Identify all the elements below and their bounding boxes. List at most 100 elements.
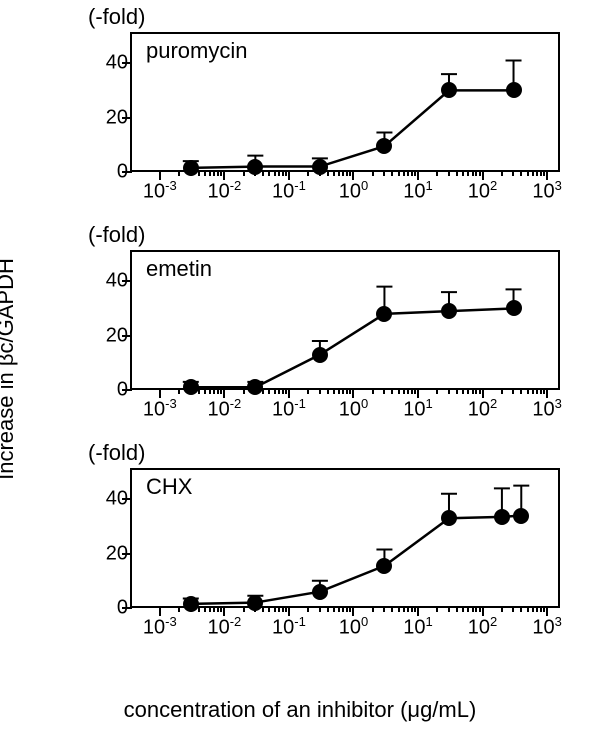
x-tick-minor xyxy=(472,170,474,176)
x-tick-minor xyxy=(285,170,287,176)
x-tick-minor xyxy=(479,170,481,176)
x-tick-minor xyxy=(543,388,545,394)
x-tick-minor xyxy=(349,170,351,176)
series-line xyxy=(132,252,558,388)
x-tick-minor xyxy=(407,388,409,394)
x-tick-minor xyxy=(383,606,385,612)
x-tick-minor xyxy=(383,388,385,394)
x-tick-minor xyxy=(204,170,206,176)
x-tick-minor xyxy=(543,606,545,612)
x-tick-minor xyxy=(543,170,545,176)
x-tick-label: 101 xyxy=(403,396,432,422)
data-point xyxy=(513,508,529,524)
x-tick-label: 100 xyxy=(339,614,368,640)
x-tick-minor xyxy=(414,388,416,394)
x-tick-minor xyxy=(411,388,413,394)
y-tick-label: 40 xyxy=(88,270,128,293)
series-line xyxy=(132,34,558,170)
x-tick-minor xyxy=(448,606,450,612)
x-tick-minor xyxy=(532,606,534,612)
data-point xyxy=(183,160,199,176)
x-tick-minor xyxy=(209,170,211,176)
x-tick-label: 10-3 xyxy=(143,178,177,204)
fold-label: (-fold) xyxy=(88,222,145,248)
y-tick-label: 0 xyxy=(88,379,128,402)
x-tick-minor xyxy=(475,606,477,612)
data-point xyxy=(247,595,263,611)
x-tick-minor xyxy=(462,606,464,612)
x-tick-minor xyxy=(327,170,329,176)
x-tick-minor xyxy=(391,170,393,176)
x-tick-minor xyxy=(501,170,503,176)
x-tick-minor xyxy=(501,606,503,612)
x-tick-minor xyxy=(436,170,438,176)
x-tick-minor xyxy=(479,606,481,612)
x-tick-minor xyxy=(479,388,481,394)
x-tick-minor xyxy=(540,388,542,394)
x-tick-minor xyxy=(282,388,284,394)
x-tick-minor xyxy=(527,606,529,612)
x-tick-minor xyxy=(278,170,280,176)
data-point xyxy=(312,159,328,175)
x-tick-minor xyxy=(527,170,529,176)
x-tick-minor xyxy=(342,388,344,394)
data-point xyxy=(441,303,457,319)
x-tick-label: 10-3 xyxy=(143,614,177,640)
data-point xyxy=(183,379,199,395)
x-tick-label: 103 xyxy=(532,396,561,422)
x-tick-minor xyxy=(372,170,374,176)
x-tick-minor xyxy=(462,170,464,176)
x-tick-minor xyxy=(475,170,477,176)
x-tick-minor xyxy=(243,388,245,394)
x-tick-minor xyxy=(540,606,542,612)
x-tick-minor xyxy=(391,388,393,394)
data-point xyxy=(183,596,199,612)
data-point xyxy=(506,82,522,98)
x-tick-minor xyxy=(411,606,413,612)
x-tick-label: 103 xyxy=(532,178,561,204)
x-tick-minor xyxy=(220,606,222,612)
x-tick-minor xyxy=(540,170,542,176)
y-tick-label: 40 xyxy=(88,52,128,75)
x-tick-label: 10-2 xyxy=(207,178,241,204)
y-tick-label: 0 xyxy=(88,161,128,184)
x-tick-minor xyxy=(342,606,344,612)
x-tick-minor xyxy=(319,606,321,612)
x-tick-minor xyxy=(278,606,280,612)
x-tick-minor xyxy=(448,388,450,394)
x-tick-minor xyxy=(383,170,385,176)
series-line xyxy=(132,470,558,606)
x-tick-minor xyxy=(213,170,215,176)
x-tick-minor xyxy=(342,170,344,176)
x-tick-label: 10-1 xyxy=(272,178,306,204)
x-tick-label: 10-2 xyxy=(207,614,241,640)
x-tick-minor xyxy=(501,388,503,394)
x-tick-label: 10-1 xyxy=(272,614,306,640)
x-tick-minor xyxy=(178,170,180,176)
data-point xyxy=(312,347,328,363)
x-tick-minor xyxy=(346,606,348,612)
x-tick-minor xyxy=(319,388,321,394)
x-tick-minor xyxy=(349,606,351,612)
x-tick-minor xyxy=(268,606,270,612)
x-tick-minor xyxy=(274,170,276,176)
x-tick-minor xyxy=(414,606,416,612)
x-tick-minor xyxy=(282,170,284,176)
x-tick-minor xyxy=(268,388,270,394)
x-tick-minor xyxy=(346,170,348,176)
x-tick-minor xyxy=(209,606,211,612)
x-tick-minor xyxy=(262,170,264,176)
x-tick-minor xyxy=(333,170,335,176)
x-tick-minor xyxy=(532,170,534,176)
fold-label: (-fold) xyxy=(88,4,145,30)
x-tick-minor xyxy=(217,606,219,612)
x-tick-minor xyxy=(243,606,245,612)
data-point xyxy=(441,510,457,526)
x-tick-minor xyxy=(349,388,351,394)
x-tick-minor xyxy=(456,606,458,612)
x-tick-minor xyxy=(462,388,464,394)
x-tick-minor xyxy=(178,606,180,612)
x-tick-minor xyxy=(536,388,538,394)
x-tick-minor xyxy=(536,170,538,176)
x-tick-minor xyxy=(414,170,416,176)
